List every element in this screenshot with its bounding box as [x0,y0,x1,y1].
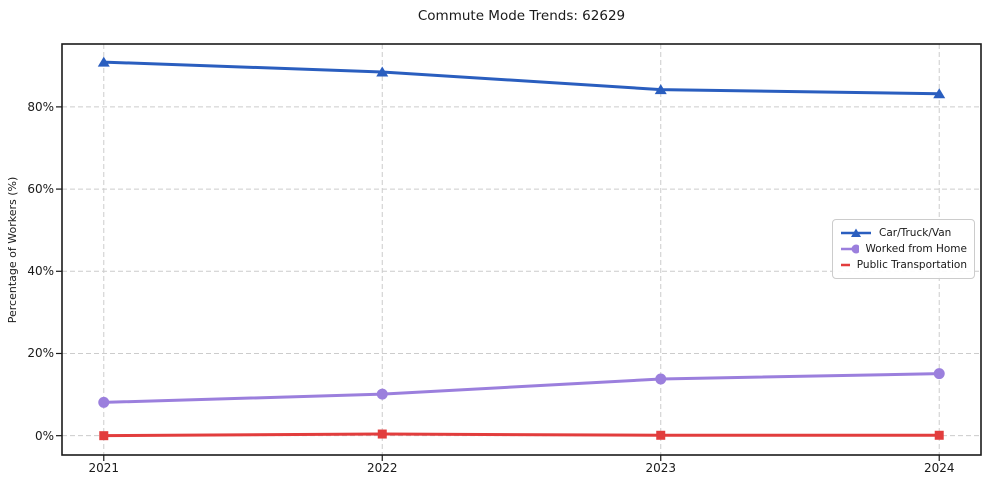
x-tick-label: 2023 [645,461,676,475]
marker-triangle-car-truck-van [97,56,110,67]
series-line-public-transportation [102,432,941,438]
y-tick-label: 20% [27,346,54,361]
y-tick-label: 0% [34,428,54,443]
y-tick-label: 40% [27,264,54,279]
y-tick-label: 60% [27,182,54,197]
chart-title: Commute Mode Trends: 62629 [417,8,626,24]
legend-label: Public Transportation [856,259,967,271]
legend-entry-public-transportation: Public Transportation [840,259,967,271]
series-line-worked-from-home [102,372,941,404]
legend-square-icon [841,263,850,267]
legend: Car/Truck/Van Worked from Home Public Tran… [832,219,975,279]
y-tick-label: 80% [27,99,54,114]
marker-circle-worked-from-home [933,368,945,380]
x-tick-label: 2021 [88,461,120,475]
legend-entry-car-truck-van: Car/Truck/Van [840,227,967,239]
marker-square-public-transportation [656,430,666,440]
legend-label: Car/Truck/Van [879,227,952,239]
x-tick-label: 2022 [366,461,398,475]
marker-triangle-car-truck-van [933,88,946,99]
legend-circle-icon [841,244,859,254]
marker-triangle-car-truck-van [376,66,389,77]
marker-square-public-transportation [377,429,387,439]
plot-border [61,43,982,456]
x-tick-label: 2024 [923,461,955,475]
marker-circle-worked-from-home [98,396,110,408]
marker-triangle-car-truck-van [654,84,667,95]
marker-circle-worked-from-home [376,388,388,400]
legend-entry-worked-from-home: Worked from Home [840,243,967,255]
marker-square-public-transportation [934,430,944,440]
marker-square-public-transportation [99,431,109,441]
series-line-car-truck-van [102,60,941,96]
legend-label: Worked from Home [865,243,967,255]
legend-triangle-icon [841,228,871,237]
marker-circle-worked-from-home [655,373,667,385]
